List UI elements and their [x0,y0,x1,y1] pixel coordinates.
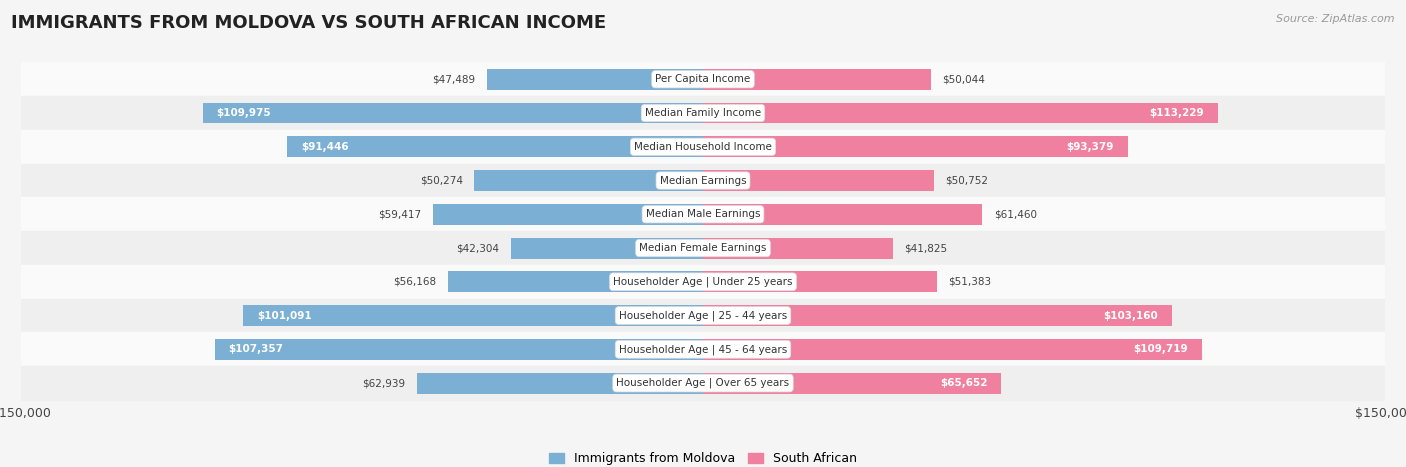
Text: $62,939: $62,939 [363,378,405,388]
Text: Householder Age | 25 - 44 years: Householder Age | 25 - 44 years [619,310,787,321]
Bar [510,238,703,259]
Text: Median Male Earnings: Median Male Earnings [645,209,761,219]
Text: $109,719: $109,719 [1133,344,1188,354]
Bar [215,339,703,360]
Bar [21,366,1385,400]
Text: $50,752: $50,752 [945,176,988,185]
Text: $56,168: $56,168 [394,277,436,287]
Bar [703,170,934,191]
Text: $101,091: $101,091 [257,311,312,320]
Text: $41,825: $41,825 [904,243,948,253]
Text: $42,304: $42,304 [457,243,499,253]
Text: $107,357: $107,357 [229,344,284,354]
Bar [416,373,703,394]
Text: Householder Age | Over 65 years: Householder Age | Over 65 years [616,378,790,388]
Bar [21,198,1385,231]
Bar [21,63,1385,96]
Bar [21,96,1385,130]
Bar [703,238,893,259]
Text: $50,044: $50,044 [942,74,984,84]
Bar [447,271,703,292]
Text: $61,460: $61,460 [994,209,1036,219]
Text: $50,274: $50,274 [420,176,463,185]
Text: Per Capita Income: Per Capita Income [655,74,751,84]
Text: Median Family Income: Median Family Income [645,108,761,118]
Bar [21,163,1385,198]
Bar [703,204,983,225]
Bar [703,69,931,90]
Bar [703,339,1202,360]
Text: Householder Age | 45 - 64 years: Householder Age | 45 - 64 years [619,344,787,354]
Text: $47,489: $47,489 [433,74,475,84]
Bar [21,299,1385,333]
Bar [703,271,936,292]
Bar [703,103,1218,123]
Bar [474,170,703,191]
Text: Source: ZipAtlas.com: Source: ZipAtlas.com [1277,14,1395,24]
Text: $91,446: $91,446 [301,142,349,152]
Text: Median Earnings: Median Earnings [659,176,747,185]
Bar [202,103,703,123]
Bar [21,333,1385,366]
Bar [287,136,703,157]
Bar [486,69,703,90]
Text: Median Household Income: Median Household Income [634,142,772,152]
Text: $113,229: $113,229 [1150,108,1204,118]
Legend: Immigrants from Moldova, South African: Immigrants from Moldova, South African [544,447,862,467]
Bar [703,373,1001,394]
Text: Median Female Earnings: Median Female Earnings [640,243,766,253]
Bar [433,204,703,225]
Bar [21,231,1385,265]
Bar [703,136,1128,157]
Bar [703,305,1173,326]
Bar [21,130,1385,163]
Text: $51,383: $51,383 [948,277,991,287]
Text: IMMIGRANTS FROM MOLDOVA VS SOUTH AFRICAN INCOME: IMMIGRANTS FROM MOLDOVA VS SOUTH AFRICAN… [11,14,606,32]
Text: Householder Age | Under 25 years: Householder Age | Under 25 years [613,276,793,287]
Text: $93,379: $93,379 [1067,142,1114,152]
Text: $103,160: $103,160 [1104,311,1159,320]
Text: $65,652: $65,652 [941,378,988,388]
Text: $109,975: $109,975 [217,108,271,118]
Bar [21,265,1385,299]
Text: $59,417: $59,417 [378,209,422,219]
Bar [243,305,703,326]
